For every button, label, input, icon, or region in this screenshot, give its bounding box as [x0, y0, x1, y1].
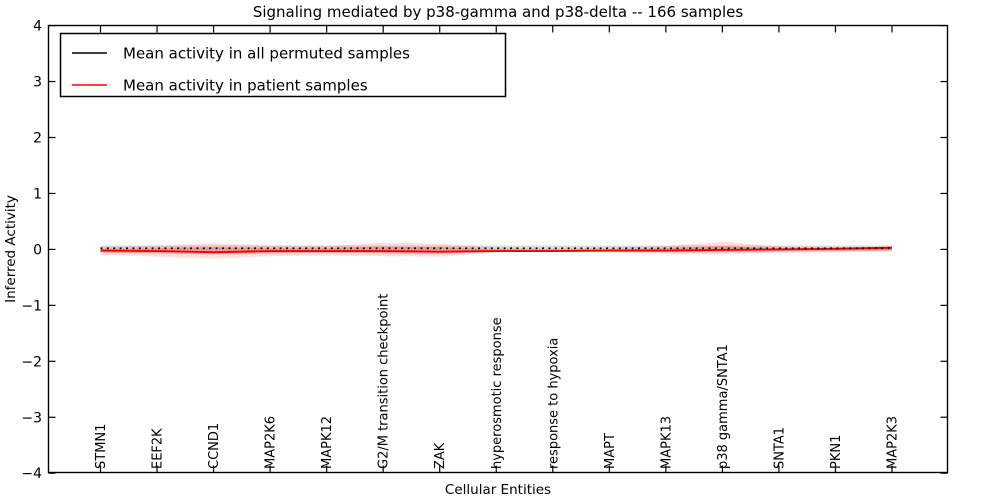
legend-label-permuted: Mean activity in all permuted samples [123, 45, 410, 63]
y-tick-label: 2 [33, 131, 42, 147]
x-tick-label: G2/M transition checkpoint [377, 294, 392, 469]
legend-label-patient: Mean activity in patient samples [123, 77, 368, 95]
x-tick-label: MAP2K3 [886, 416, 901, 469]
chart-title: Signaling mediated by p38-gamma and p38-… [253, 3, 744, 21]
y-axis-label: Inferred Activity [3, 195, 19, 303]
y-tick-label: −4 [21, 466, 42, 482]
y-tick-label: −1 [21, 298, 42, 314]
x-tick-label: hyperosmotic response [490, 317, 505, 469]
permuted-envelope [100, 245, 892, 251]
x-tick-label: ZAK [433, 442, 448, 469]
y-tick-label: 3 [33, 75, 42, 91]
y-tick-label: −3 [21, 410, 42, 426]
x-axis-label: Cellular Entities [445, 482, 551, 498]
y-tick-label: −2 [21, 354, 42, 370]
y-tick-label: 0 [33, 242, 42, 258]
x-tick-label: MAPK12 [320, 416, 335, 469]
y-tick-label: 4 [33, 19, 42, 35]
x-tick-label: EEF2K [151, 428, 166, 469]
x-tick-label: MAPT [603, 433, 618, 469]
x-tick-label: PKN1 [829, 435, 844, 469]
axes-frame [47, 24, 949, 474]
x-tick-label: p38 gamma/SNTA1 [716, 344, 731, 469]
patient-mean-line [100, 246, 893, 254]
x-tick-label: MAPK13 [659, 416, 674, 469]
x-tick-label: MAP2K6 [264, 416, 279, 469]
x-tick-label: CCND1 [207, 423, 222, 469]
x-tick-label: SNTA1 [772, 427, 787, 469]
y-tick-label: 1 [33, 186, 42, 202]
plot-area: 4 3 2 1 0 −1 −2 −3 −4 STMN1 EEF2K CCND1 MAP2K6 MAPK12… [21, 19, 948, 482]
x-tick-label: response to hypoxia [546, 338, 561, 469]
patient-envelope-outer [100, 241, 892, 259]
legend-box [59, 32, 507, 98]
legend: Mean activity in all permuted samples Me… [59, 32, 507, 98]
x-tick-label: STMN1 [94, 424, 109, 469]
